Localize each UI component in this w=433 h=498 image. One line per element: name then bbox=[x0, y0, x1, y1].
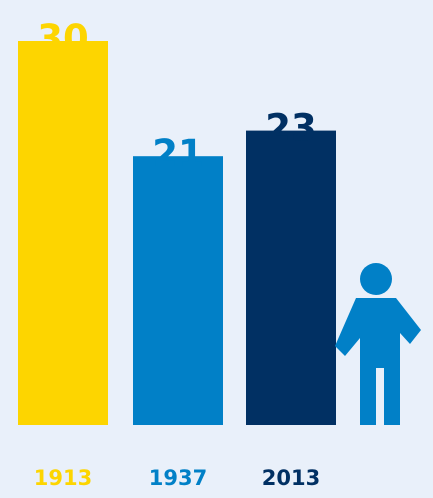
tick-label-1913: 1913 bbox=[34, 466, 92, 490]
bar-1937 bbox=[133, 156, 223, 425]
bar-1913 bbox=[18, 41, 108, 425]
value-label-1913: 30 bbox=[37, 17, 89, 60]
tick-label-1937: 1937 bbox=[149, 466, 207, 490]
bars-layer bbox=[18, 41, 336, 425]
bar-2013 bbox=[246, 130, 336, 425]
value-labels-layer: 30 21 23 bbox=[37, 17, 317, 175]
tick-label-2013: 2013 bbox=[262, 466, 320, 490]
value-label-2013: 23 bbox=[265, 107, 317, 150]
person-icon bbox=[335, 263, 421, 425]
category-ticks-layer: 1913 1937 2013 bbox=[34, 466, 320, 490]
person-icon-head bbox=[360, 263, 392, 295]
person-icon-body bbox=[335, 298, 421, 425]
value-label-1937: 21 bbox=[152, 132, 204, 175]
